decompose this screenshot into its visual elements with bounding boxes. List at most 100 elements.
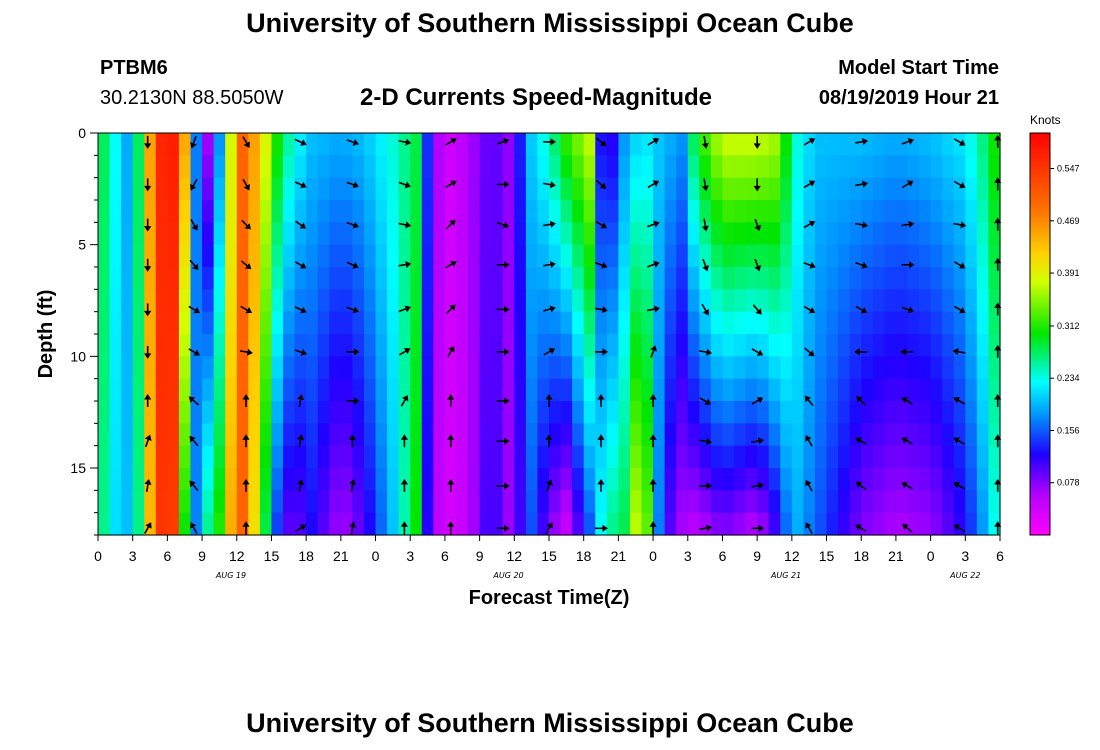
current-arrow — [445, 260, 457, 269]
heatmap-cell — [641, 155, 654, 179]
heatmap-cell — [953, 356, 966, 380]
heatmap-cell — [421, 445, 434, 469]
heatmap-cell — [768, 401, 781, 424]
heatmap-cell — [525, 200, 539, 223]
heatmap-cell — [930, 133, 943, 156]
heatmap-cell — [791, 289, 805, 313]
heatmap-cell — [953, 155, 966, 179]
heatmap-cell — [248, 244, 261, 268]
heatmap-cell — [225, 378, 238, 402]
heatmap-cell — [98, 311, 111, 335]
current-arrow — [751, 524, 765, 532]
heatmap-cell — [606, 445, 619, 469]
heatmap-cell — [814, 155, 828, 179]
heatmap-cell — [595, 155, 608, 179]
heatmap-cell — [259, 155, 273, 179]
current-arrow — [242, 521, 250, 535]
heatmap-cell — [329, 311, 342, 335]
heatmap-cell — [838, 490, 851, 514]
current-arrow — [546, 479, 553, 492]
heatmap-cell — [757, 423, 770, 447]
heatmap-cell — [583, 289, 596, 313]
heatmap-cell — [109, 200, 122, 223]
heatmap-cell — [745, 401, 758, 424]
heatmap-cell — [190, 289, 203, 313]
heatmap-cell — [930, 468, 943, 491]
current-arrow — [496, 221, 510, 229]
heatmap-cell — [491, 267, 504, 290]
heatmap-cell — [572, 378, 585, 402]
current-arrow — [953, 482, 966, 490]
heatmap-cell — [121, 267, 134, 290]
current-arrow — [496, 138, 510, 145]
heatmap-cell — [803, 311, 816, 335]
heatmap-cell — [699, 512, 712, 536]
heatmap-cell — [560, 378, 573, 402]
heatmap-cell — [155, 244, 168, 268]
heatmap-cell — [132, 267, 145, 290]
heatmap-cell — [514, 222, 527, 246]
heatmap-cell — [410, 445, 423, 469]
heatmap-cell — [549, 356, 562, 380]
current-arrow — [242, 394, 250, 407]
heatmap-cell — [225, 334, 238, 357]
heatmap-cell — [468, 512, 481, 536]
current-arrow — [144, 258, 152, 272]
heatmap-cell — [942, 401, 955, 424]
heatmap-cell — [155, 155, 168, 179]
heatmap-cell — [202, 267, 215, 290]
heatmap-cell — [514, 512, 527, 536]
current-arrow — [805, 522, 813, 534]
heatmap-cell — [861, 244, 874, 268]
heatmap-cell — [791, 423, 805, 447]
heatmap-cell — [421, 423, 434, 447]
heatmap-cell — [791, 445, 805, 469]
heatmap-cell — [722, 401, 735, 424]
heatmap-cell — [595, 200, 608, 223]
heatmap-cell — [444, 334, 458, 357]
heatmap-cell — [919, 177, 932, 201]
heatmap-cell — [907, 289, 920, 313]
current-arrow — [855, 437, 867, 445]
heatmap-cell — [271, 468, 284, 491]
heatmap-cell — [849, 423, 862, 447]
heatmap-cell — [202, 401, 215, 424]
heatmap-cell — [745, 490, 758, 514]
heatmap-cell — [745, 133, 758, 156]
current-arrow — [445, 219, 456, 230]
heatmap-cell — [734, 334, 747, 357]
heatmap-cell — [676, 356, 689, 380]
heatmap-cell — [514, 490, 527, 514]
heatmap-cell — [549, 490, 562, 514]
heatmap-cell — [433, 267, 446, 290]
heatmap-cell — [109, 512, 122, 536]
heatmap-cell — [641, 490, 654, 514]
heatmap-cell — [340, 200, 354, 223]
heatmap-cell — [283, 423, 296, 447]
x-axis-title: Forecast Time(Z) — [469, 587, 630, 609]
heatmap-cell — [629, 133, 643, 156]
heatmap-cell — [178, 334, 192, 357]
heatmap-cell — [826, 289, 839, 313]
current-arrow — [701, 303, 709, 316]
y-axis-title: Depth (ft) — [35, 290, 57, 379]
heatmap-cell — [919, 267, 932, 290]
heatmap-cell — [942, 267, 955, 290]
heatmap-cell — [98, 378, 111, 402]
current-arrow — [699, 397, 712, 405]
heatmap-cell — [514, 468, 527, 491]
current-arrow — [647, 260, 660, 268]
heatmap-cell — [479, 311, 492, 335]
heatmap-cell — [121, 177, 134, 201]
heatmap-cell — [618, 512, 631, 536]
heatmap-cell — [722, 468, 735, 491]
heatmap-cell — [965, 222, 978, 246]
heatmap-cell — [155, 267, 168, 290]
heatmap-cell — [838, 155, 851, 179]
heatmap-cell — [132, 289, 145, 313]
heatmap-cell — [872, 423, 885, 447]
heatmap-cell — [803, 244, 816, 268]
heatmap-cell — [722, 490, 735, 514]
heatmap-cell — [606, 133, 619, 156]
heatmap-cell — [109, 423, 122, 447]
